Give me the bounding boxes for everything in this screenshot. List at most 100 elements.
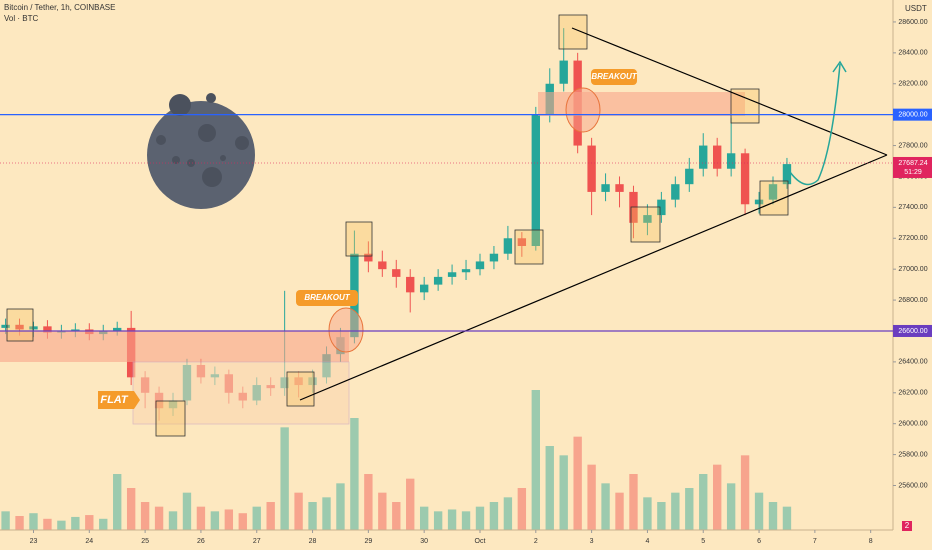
- craters: [156, 93, 249, 187]
- volume-bar: [350, 418, 359, 530]
- candle-body: [475, 261, 485, 270]
- volume-bar: [322, 497, 331, 530]
- volume-bar: [182, 492, 192, 530]
- badge: [902, 521, 912, 531]
- candle-body: [643, 215, 652, 223]
- box: [514, 229, 544, 265]
- volume-bar: [406, 478, 415, 530]
- candle-body: [740, 153, 750, 205]
- x-tick-label: 5: [701, 538, 705, 545]
- chart-title: Bitcoin / Tether, 1h, COINBASE: [4, 3, 115, 12]
- candle-body: [29, 326, 38, 330]
- x-tick-label: Oct: [475, 538, 486, 545]
- y-tick-label: 28200.00: [898, 81, 927, 88]
- candle-body: [671, 184, 680, 200]
- arrow-head: [832, 60, 847, 73]
- volume-bar: [392, 502, 401, 530]
- x-tick-label: 27: [253, 538, 261, 545]
- x-tick-label: 26: [197, 538, 205, 545]
- x-tick-label: 2: [534, 538, 538, 545]
- trend-line: [299, 154, 888, 401]
- volume-bar: [671, 492, 680, 530]
- x-tick-label: 8: [869, 538, 873, 545]
- y-tick-label: 25600.00: [898, 482, 927, 489]
- level-label: 26600.00: [898, 328, 927, 335]
- volume-bar: [378, 492, 387, 530]
- volume-bar: [15, 516, 24, 530]
- volume-bar: [699, 474, 708, 530]
- x-tick-label: 29: [364, 538, 372, 545]
- candle-body: [392, 269, 401, 277]
- candle-body: [699, 145, 708, 169]
- volume-bar: [685, 488, 694, 530]
- y-tick-label: 26400.00: [898, 359, 927, 366]
- volume-bar: [85, 515, 94, 530]
- volume-bar: [266, 502, 275, 530]
- volume-bar: [559, 455, 568, 530]
- candle-body: [754, 199, 764, 205]
- x-tick-label: 4: [645, 538, 649, 545]
- label-box: [98, 391, 140, 409]
- volume-bar: [336, 483, 345, 530]
- candle-body: [768, 184, 778, 200]
- candle-body: [517, 238, 527, 246]
- volume-bar: [573, 436, 582, 530]
- candle-body: [601, 184, 610, 192]
- volume-bar: [113, 474, 122, 530]
- last-price-label: 27687.24: [898, 160, 927, 167]
- volume-bar: [224, 509, 234, 530]
- volume-bar: [531, 390, 540, 530]
- candle-body: [713, 145, 722, 169]
- volume-bar: [71, 516, 80, 530]
- volume-bar: [489, 502, 499, 530]
- y-tick-label: 26200.00: [898, 390, 927, 397]
- y-tick-label: 27200.00: [898, 235, 927, 242]
- volume-bar: [280, 427, 289, 530]
- volume-bar: [629, 474, 638, 530]
- box: [730, 88, 760, 124]
- price-tag: [893, 156, 932, 178]
- currency: USDT: [905, 4, 927, 13]
- projection: [789, 63, 841, 186]
- volume-bar: [726, 483, 736, 530]
- volume-bar: [782, 506, 792, 530]
- volume-bar: [475, 506, 485, 530]
- volume-bar: [43, 518, 52, 530]
- level-tag: [893, 108, 932, 121]
- volume-bar: [126, 488, 136, 530]
- volume-bar: [196, 506, 206, 530]
- x-tick-label: 6: [757, 538, 761, 545]
- volume-bar: [461, 511, 471, 530]
- y-tick-label: 27800.00: [898, 142, 927, 149]
- volume-bar: [517, 488, 527, 530]
- box: [6, 308, 34, 342]
- circle: [328, 307, 364, 353]
- volume-bar: [713, 464, 722, 530]
- candle-body: [726, 153, 736, 169]
- volume-bar: [433, 511, 443, 530]
- zone: [133, 331, 349, 362]
- candle-body: [378, 261, 387, 270]
- box: [155, 400, 186, 437]
- volume-bar: [503, 497, 513, 530]
- y-tick-label: 28400.00: [898, 50, 927, 57]
- volume-bar: [238, 513, 247, 530]
- subtitle: Vol · BTC: [4, 14, 38, 23]
- candle-body: [1, 324, 10, 328]
- circle: [565, 87, 601, 133]
- annotation: FLAT: [100, 394, 129, 406]
- badge-text: 2: [905, 521, 910, 530]
- candle-body: [782, 164, 792, 185]
- y-tick-label: 28600.00: [898, 19, 927, 26]
- x-tick-label: 23: [30, 538, 38, 545]
- volume-bar: [99, 518, 108, 530]
- price-axis: [893, 0, 932, 550]
- volume-bar: [57, 520, 66, 530]
- candle-body: [71, 329, 80, 331]
- candle-body: [489, 253, 499, 262]
- candle-body: [615, 184, 624, 192]
- drawings: BREAKOUT BREAKOUT FLAT: [0, 14, 888, 437]
- zone: [0, 331, 133, 362]
- x-tick-label: 7: [813, 538, 817, 545]
- trend-line: [571, 27, 888, 156]
